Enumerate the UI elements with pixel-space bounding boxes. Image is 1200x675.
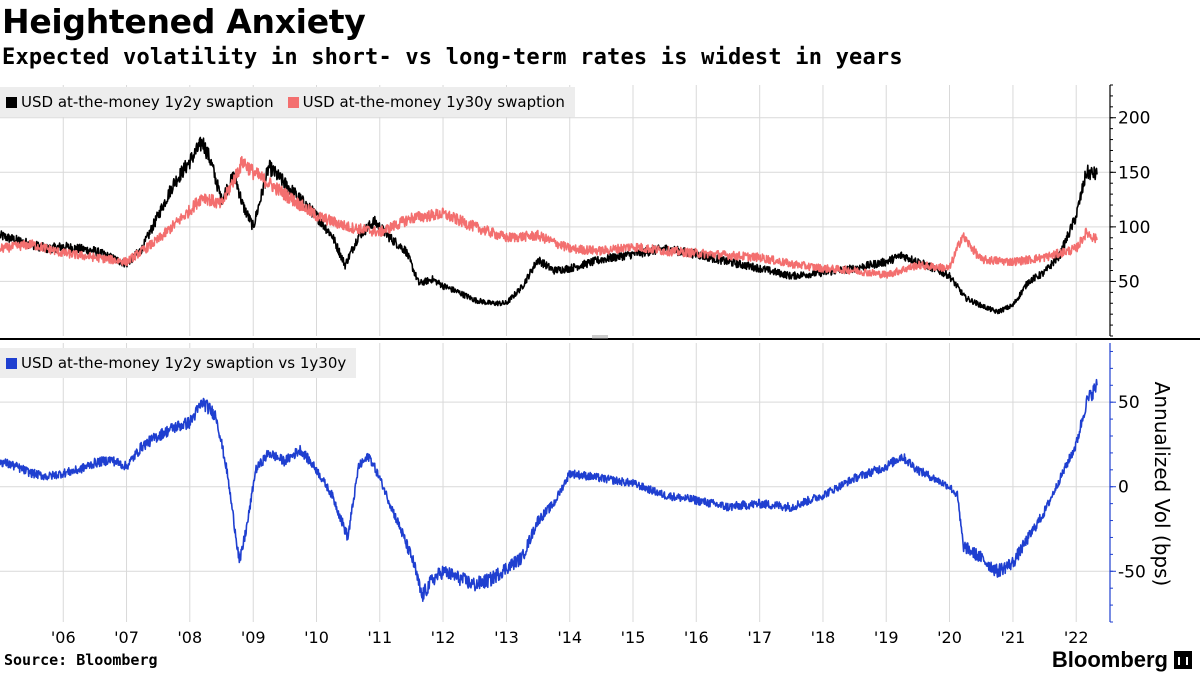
x-tick-label: '18 — [811, 628, 836, 647]
x-tick-label: '20 — [937, 628, 962, 647]
y-axis-label-container: Annualized Vol (bps) — [1127, 343, 1197, 625]
chart-title: Heightened Anxiety — [2, 2, 366, 41]
x-tick-label: '15 — [621, 628, 646, 647]
x-tick-label: '08 — [177, 628, 202, 647]
x-tick-label: '21 — [1001, 628, 1026, 647]
x-tick-label: '12 — [431, 628, 456, 647]
x-tick-label: '06 — [51, 628, 76, 647]
y-tick-label: -50 — [1118, 562, 1146, 582]
chart-subtitle: Expected volatility in short- vs long-te… — [2, 45, 903, 70]
series-line-1-0 — [0, 378, 1098, 602]
top-legend: USD at-the-money 1y2y swaption USD at-th… — [0, 87, 575, 117]
legend-label-spread: USD at-the-money 1y2y swaption vs 1y30y — [21, 354, 347, 372]
brand-mark-icon — [1174, 651, 1192, 669]
legend-swatch-red — [287, 96, 299, 108]
x-tick-label: '11 — [367, 628, 392, 647]
x-tick-label: '14 — [557, 628, 582, 647]
y-tick-label: 0 — [1118, 478, 1129, 498]
legend-item-spread: USD at-the-money 1y2y swaption vs 1y30y — [6, 354, 346, 372]
legend-label-1y2y: USD at-the-money 1y2y swaption — [21, 93, 274, 111]
series-line-0-0 — [0, 136, 1098, 315]
x-tick-label: '09 — [241, 628, 266, 647]
y-tick-label: 100 — [1118, 218, 1150, 238]
x-tick-label: '10 — [304, 628, 329, 647]
x-tick-label: '07 — [114, 628, 139, 647]
y-tick-label: 50 — [1118, 393, 1140, 413]
y-axis-label: Annualized Vol (bps) — [1150, 381, 1174, 587]
y-tick-label: 50 — [1118, 272, 1140, 292]
x-tick-label: '16 — [684, 628, 709, 647]
legend-item-1y30y: USD at-the-money 1y30y swaption — [287, 93, 565, 111]
legend-label-1y30y: USD at-the-money 1y30y swaption — [302, 93, 565, 111]
brand-wordmark: Bloomberg — [1051, 647, 1168, 672]
legend-swatch-blue — [6, 357, 17, 369]
y-tick-label: 150 — [1118, 163, 1150, 183]
brand-logo: Bloomberg — [1052, 647, 1192, 673]
bottom-legend: USD at-the-money 1y2y swaption vs 1y30y — [0, 348, 357, 378]
source-note: Source: Bloomberg — [4, 651, 158, 669]
x-tick-label: '22 — [1064, 628, 1089, 647]
y-tick-label: 200 — [1118, 109, 1150, 129]
legend-item-1y2y: USD at-the-money 1y2y swaption — [6, 93, 274, 111]
x-tick-label: '13 — [494, 628, 519, 647]
legend-swatch-black — [6, 96, 17, 108]
x-tick-label: '17 — [747, 628, 772, 647]
series-line-0-1 — [0, 155, 1098, 279]
x-tick-label: '19 — [874, 628, 899, 647]
